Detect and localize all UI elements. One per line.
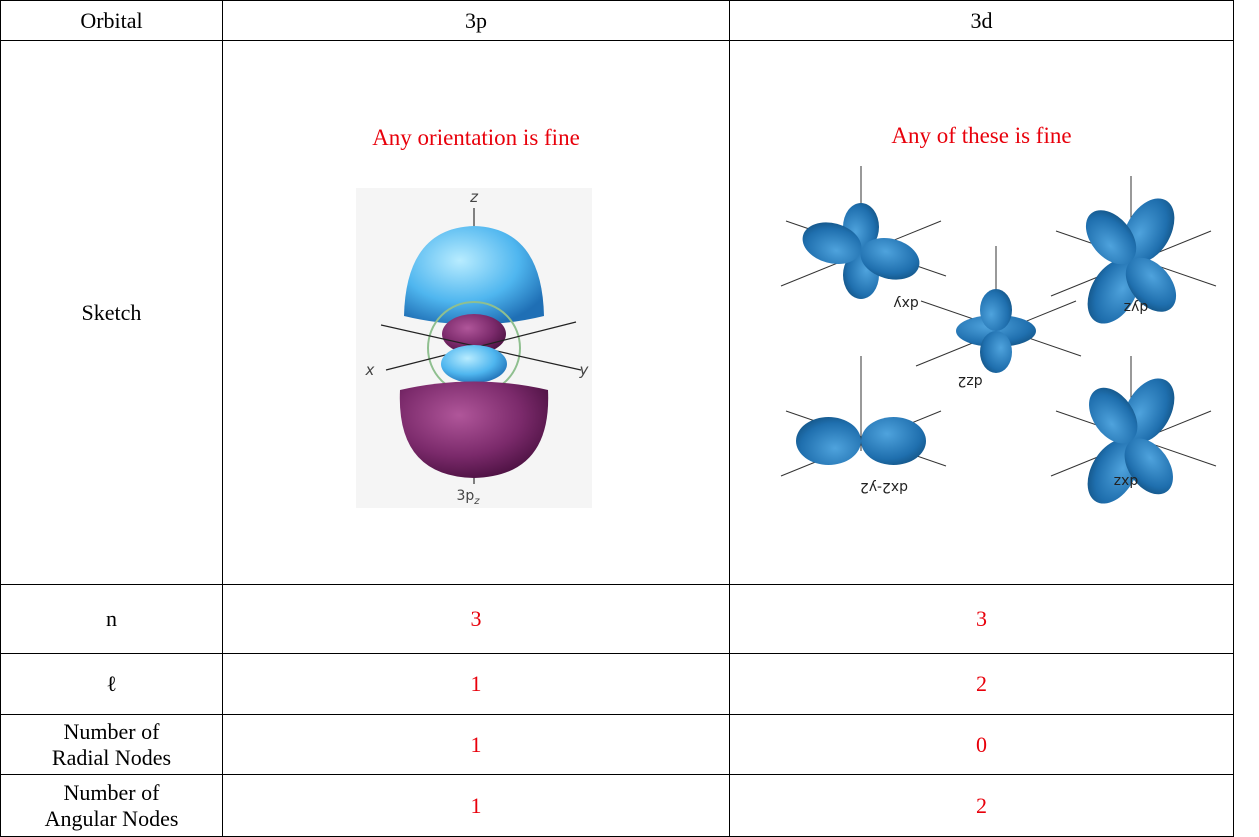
lobe	[860, 237, 920, 280]
note: Any of these is fine	[891, 123, 1072, 148]
caption: 3pz	[456, 488, 480, 507]
label-line: Angular Nodes	[44, 805, 179, 831]
answer: 2	[729, 774, 1234, 837]
orbital-caption: dx2-y2	[860, 479, 908, 495]
caption-main: 3p	[456, 488, 474, 504]
axis-label: z	[469, 188, 479, 206]
sketch-area: Any orientation is fine z	[223, 41, 729, 584]
orbital-caption: dyz	[1124, 299, 1149, 315]
sketch-row: Sketch Any orientation is fine	[0, 40, 1234, 585]
label-line: Number of	[63, 779, 160, 805]
orbital-caption: dxy	[893, 295, 918, 311]
header-cell: Orbital	[0, 0, 223, 41]
lobe	[980, 289, 1012, 331]
note: Any orientation is fine	[372, 125, 580, 150]
axis	[780, 410, 942, 477]
data-row: Number of Radial Nodes 1 0	[0, 714, 1234, 775]
lobe	[1085, 210, 1137, 265]
lobe	[404, 226, 544, 325]
header-cell: 3p	[222, 0, 730, 41]
lobe	[861, 417, 926, 465]
lobe	[802, 222, 862, 265]
lobe	[399, 381, 549, 478]
label-line: Radial Nodes	[51, 744, 172, 770]
axis-label: x	[365, 361, 375, 379]
caption-sub: z	[473, 496, 480, 507]
answer: 1	[222, 714, 730, 775]
header-row: Orbital 3p 3d	[0, 0, 1234, 41]
answer: 1	[222, 653, 730, 715]
row-label: n	[0, 584, 223, 654]
lobe	[980, 331, 1012, 373]
answer: 1	[222, 774, 730, 837]
orbital-caption: dxz	[1114, 473, 1139, 489]
lobe	[441, 345, 507, 383]
label-line: ℓ	[106, 671, 117, 696]
label-line: n	[106, 606, 117, 631]
sketch-area: Any of these is fine dxy dyz dz2 dx2-y2 dxz	[730, 41, 1233, 584]
label-line: Number of	[63, 718, 160, 744]
row-label: Number of Angular Nodes	[0, 774, 223, 837]
sketch-cell: Any of these is fine dxy dyz dz2 dx2-y2 dxz	[729, 40, 1234, 585]
row-label: Sketch	[0, 40, 223, 585]
orbital-caption: dz2	[957, 373, 982, 389]
answer: 3	[729, 584, 1234, 654]
answer: 3	[222, 584, 730, 654]
axis-label: y	[579, 361, 590, 379]
data-row: Number of Angular Nodes 1 2	[0, 774, 1234, 837]
lobe	[1089, 387, 1138, 444]
header-cell: 3d	[729, 0, 1234, 41]
p-orbital-image: z x y 3pz	[356, 188, 592, 508]
answer: 0	[729, 714, 1234, 775]
lobe	[1125, 257, 1177, 312]
row-label: ℓ	[0, 653, 223, 715]
sketch-cell: Any orientation is fine z	[222, 40, 730, 585]
row-label: Number of Radial Nodes	[0, 714, 223, 775]
answer: 2	[729, 653, 1234, 715]
lobe	[796, 417, 861, 465]
d-orbital-image: dxy dyz dz2 dx2-y2 dxz	[780, 166, 1217, 504]
lobe	[1124, 438, 1173, 495]
